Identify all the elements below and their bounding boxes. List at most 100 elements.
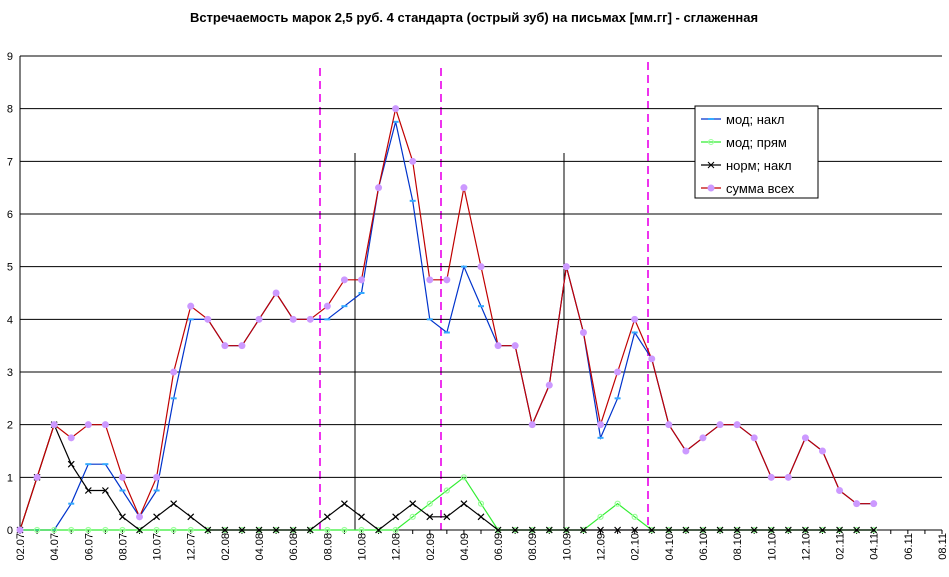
y-tick-label: 8 — [7, 104, 13, 116]
point — [323, 302, 331, 310]
x-tick-label: 02.10 — [630, 533, 642, 561]
point — [648, 355, 656, 363]
point — [84, 487, 92, 494]
x-tick-label: 06.09 — [493, 533, 505, 561]
x-tick-label: 06.10 — [698, 533, 710, 561]
y-tick-label: 4 — [7, 314, 13, 326]
point — [358, 526, 365, 534]
point — [767, 526, 775, 534]
point — [204, 315, 212, 323]
x-tick-label: 10.09 — [561, 533, 573, 561]
point — [597, 421, 605, 429]
point — [631, 526, 639, 534]
point — [51, 526, 58, 534]
point — [614, 526, 622, 534]
point — [426, 276, 434, 284]
point — [187, 513, 195, 521]
point — [238, 526, 246, 534]
x-tick-label: 08.09 — [527, 533, 539, 561]
x-tick-label: 02.08 — [220, 533, 232, 561]
point — [784, 526, 792, 534]
legend-label: норм; накл — [726, 158, 792, 173]
annotation-lines — [319, 62, 649, 530]
point — [153, 473, 161, 481]
point — [255, 315, 263, 323]
point — [853, 526, 861, 534]
x-tick-label: 12.09 — [596, 533, 608, 561]
series — [16, 474, 877, 534]
y-tick-label: 9 — [7, 51, 13, 63]
legend-marker — [707, 161, 715, 169]
x-tick-label: 10.08 — [356, 533, 368, 561]
point — [101, 487, 109, 494]
y-tick-label: 3 — [7, 367, 13, 379]
point — [716, 421, 724, 429]
x-tick-label: 06.11 — [903, 533, 915, 560]
point — [289, 315, 297, 323]
y-tick-label: 2 — [7, 420, 13, 432]
point — [836, 526, 843, 534]
x-tick-label: 10.10 — [766, 533, 778, 561]
x-tick-label: 08.10 — [732, 533, 744, 561]
point — [682, 447, 690, 455]
point — [579, 329, 587, 336]
point — [477, 513, 485, 521]
point — [665, 421, 673, 429]
point — [306, 526, 314, 534]
point — [733, 526, 741, 534]
point — [170, 500, 178, 508]
x-tick-label: 02.09 — [425, 533, 437, 561]
point — [375, 184, 383, 192]
point — [648, 526, 656, 534]
legend-box — [694, 105, 819, 199]
point — [16, 526, 24, 534]
point — [426, 513, 434, 521]
point — [494, 342, 502, 350]
point — [562, 526, 570, 534]
point — [272, 289, 280, 297]
point — [665, 526, 673, 534]
point — [187, 526, 194, 534]
point — [170, 526, 177, 534]
x-tick-label: 06.07 — [83, 533, 95, 561]
point — [801, 434, 809, 442]
point — [136, 526, 143, 534]
point — [784, 473, 792, 481]
point — [631, 513, 638, 520]
series — [16, 105, 878, 534]
point — [357, 276, 365, 284]
point — [323, 513, 331, 521]
legend-label: мод; накл — [726, 112, 785, 127]
point — [153, 526, 160, 534]
point — [170, 368, 178, 376]
point — [67, 460, 75, 468]
point — [545, 526, 553, 534]
point — [238, 342, 246, 350]
point — [67, 434, 75, 442]
point — [375, 526, 382, 534]
point — [443, 487, 450, 494]
point — [631, 315, 639, 323]
point — [136, 513, 144, 521]
point — [750, 434, 758, 442]
point — [460, 500, 468, 508]
point — [699, 526, 707, 534]
point — [818, 447, 826, 455]
x-tick-label: 08.08 — [322, 533, 334, 561]
point — [733, 421, 741, 429]
point — [545, 381, 553, 389]
point — [33, 473, 41, 481]
point — [511, 342, 519, 350]
point — [341, 526, 348, 534]
point — [358, 513, 365, 521]
point — [221, 342, 229, 350]
x-tick-label: 08.11 — [937, 533, 949, 560]
y-tick-label: 7 — [7, 156, 13, 168]
x-tick-label: 12.10 — [800, 533, 812, 561]
point — [50, 421, 58, 429]
point — [102, 526, 109, 534]
point — [443, 276, 451, 284]
point — [477, 500, 485, 507]
x-tick-label: 06.08 — [288, 533, 300, 561]
